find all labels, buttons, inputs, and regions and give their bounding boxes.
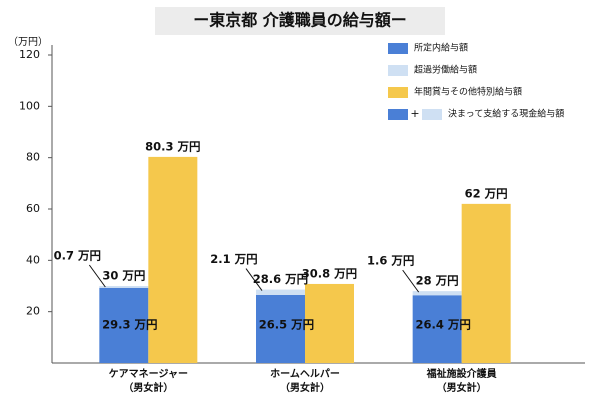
y-tick-label: 100 — [19, 99, 40, 112]
title-box — [155, 7, 445, 35]
bar — [256, 294, 305, 363]
chart-title: ー東京都 介護職員の給与額ー — [193, 11, 407, 30]
y-tick-label: 60 — [26, 202, 40, 215]
data-label: 29.3 万円 — [102, 318, 157, 332]
legend-swatch — [422, 109, 442, 120]
legend-label: 超過労働給与額 — [414, 64, 477, 76]
legend-swatch — [388, 87, 408, 98]
data-label: 80.3 万円 — [145, 139, 200, 153]
x-tick-label: （男女計） — [123, 381, 173, 394]
x-tick-label: ケアマネージャー — [109, 368, 188, 380]
y-tick-label: 40 — [26, 253, 40, 266]
x-tick-label: ホームヘルパー — [270, 368, 340, 380]
total-label: 28 万円 — [416, 274, 459, 288]
bar — [412, 295, 462, 363]
y-tick-label: 120 — [19, 48, 40, 61]
bar — [256, 289, 305, 295]
data-label: 30.8 万円 — [302, 266, 357, 280]
y-axis-label: （万円） — [8, 36, 48, 48]
data-label: 26.4 万円 — [415, 318, 470, 332]
legend-swatch — [388, 43, 408, 54]
legend-label: 所定内給与額 — [414, 42, 468, 54]
y-tick-label: 80 — [26, 151, 40, 164]
total-label: 28.6 万円 — [253, 272, 308, 286]
legend-label: 決まって支給する現金給与額 — [448, 108, 564, 120]
legend-label: 年間賞与その他特別給与額 — [414, 86, 522, 98]
x-tick-label: 福祉施設介護員 — [426, 367, 497, 380]
data-label: 2.1 万円 — [210, 252, 257, 266]
total-label: 30 万円 — [102, 269, 145, 283]
legend-swatch — [388, 65, 408, 76]
x-tick-label: （男女計） — [437, 381, 487, 394]
bar — [148, 156, 198, 363]
bar — [412, 291, 462, 296]
legend-symbol: + — [410, 107, 419, 120]
bar — [99, 287, 149, 363]
data-label: 1.6 万円 — [367, 254, 414, 268]
data-label: 0.7 万円 — [54, 249, 101, 263]
bar — [461, 203, 511, 363]
legend-swatch — [388, 109, 408, 120]
leader-line — [88, 264, 106, 288]
bar — [305, 283, 354, 363]
leader-line — [402, 269, 420, 293]
y-tick-label: 20 — [26, 305, 40, 318]
leader-line — [245, 268, 263, 291]
data-label: 26.5 万円 — [259, 318, 314, 332]
bar — [99, 286, 149, 288]
x-tick-label: （男女計） — [280, 381, 330, 394]
data-label: 62 万円 — [465, 186, 508, 200]
